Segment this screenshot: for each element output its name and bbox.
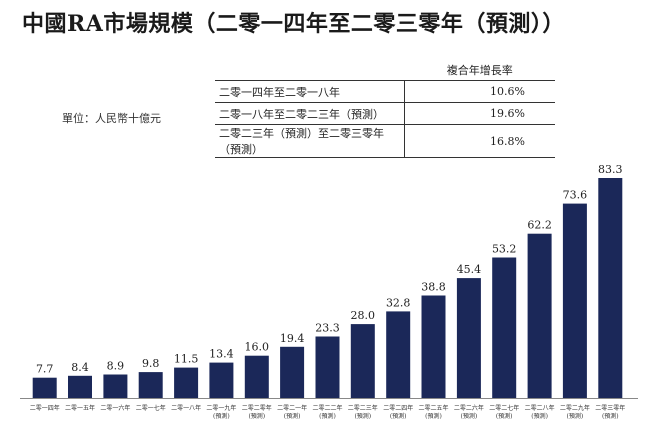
bar-value-label: 62.2 [527,219,552,232]
bar-value-label: 7.7 [36,363,54,376]
bar [315,336,340,398]
bar-value-label: 16.0 [245,341,270,354]
x-tick-label: (預測) [531,412,548,420]
x-tick-label: 二零一八年 [171,404,201,412]
bar-value-label: 73.6 [563,189,588,202]
bar [138,372,163,398]
bar-value-label: 32.8 [386,296,411,309]
chart-title: 中國RA市場規模（二零一四年至二零三零年（預測）） [22,11,565,37]
cagr-table-header-spacer [215,60,405,81]
x-tick-label: (預測) [567,412,584,420]
x-tick-label: 二零二五年 [418,404,448,412]
bar-value-label: 53.2 [492,243,517,256]
bar-value-label: 8.4 [71,361,89,374]
bar-value-label: 28.0 [351,309,376,322]
x-tick-label: 二零二四年 [383,404,413,412]
bar-value-label: 9.8 [142,357,160,370]
cagr-period: 二零二三年（預測）至二零三零年（預測） [215,124,405,158]
bar [174,367,199,398]
x-tick-label: 二零一九年 [206,404,236,412]
bar [598,178,623,398]
bar-value-label: 13.4 [209,348,234,361]
x-tick-label: 二零一五年 [65,404,95,412]
unit-label: 單位：人民幣十億元 [62,112,161,125]
bar [421,295,446,398]
bar-value-label: 38.8 [421,281,446,294]
cagr-rate: 16.8% [404,124,555,158]
cagr-period: 二零一八年至二零二三年（預測） [215,102,405,125]
bar [244,355,269,398]
bar [562,203,587,398]
x-tick-label: (預測) [461,412,478,420]
x-tick-label: (預測) [602,412,619,420]
cagr-table-row: 二零一八年至二零二三年（預測） 19.6% [215,102,555,125]
cagr-table: 複合年增長率 二零一四年至二零一八年 10.6% 二零一八年至二零二三年（預測）… [215,60,555,158]
cagr-table-row: 二零二三年（預測）至二零三零年（預測） 16.8% [215,124,555,158]
cagr-rate: 19.6% [404,102,555,125]
x-tick-label: 二零二七年 [489,404,519,412]
x-tick-label: (預測) [248,412,265,420]
x-tick-label: 二零三零年 [595,404,625,412]
x-tick-label: (預測) [390,412,407,420]
bar [350,324,375,398]
cagr-rate: 10.6% [404,80,555,103]
x-tick-label: 二零二九年 [560,404,590,412]
bar-value-label: 83.3 [598,163,623,176]
cagr-period: 二零一四年至二零一八年 [215,80,405,103]
x-tick-label: 二零一四年 [30,404,60,412]
cagr-table-row: 二零一四年至二零一八年 10.6% [215,80,555,103]
x-tick-label: (預測) [354,412,371,420]
x-tick-label: (預測) [319,412,336,420]
bar [456,278,481,398]
bar [280,346,305,398]
bar [527,233,552,398]
cagr-table-header: 複合年增長率 [404,60,555,81]
x-tick-label: (預測) [213,412,230,420]
x-tick-label: 二零二一年 [277,404,307,412]
x-tick-label: 二零二三年 [348,404,378,412]
x-tick-label: 二零二零年 [242,404,272,412]
cagr-table-header-row: 複合年增長率 [215,60,555,81]
bar-value-label: 45.4 [457,263,482,276]
x-tick-label: (預測) [425,412,442,420]
x-tick-label: 二零一七年 [136,404,166,412]
bar [103,374,128,398]
bar [32,377,57,398]
bar-value-label: 23.3 [315,322,340,335]
x-tick-label: 二零二八年 [525,404,555,412]
x-tick-label: (預測) [496,412,513,420]
x-tick-label: 二零二二年 [312,404,342,412]
bar [209,362,234,398]
bar-value-label: 8.9 [107,360,125,373]
x-tick-label: 二零二六年 [454,404,484,412]
bar-value-label: 11.5 [174,353,199,366]
bar [492,257,517,398]
bar [386,311,411,398]
bar [68,375,92,398]
x-tick-label: 二零一六年 [100,404,130,412]
bar-value-label: 19.4 [280,332,305,345]
x-tick-label: (預測) [284,412,301,420]
